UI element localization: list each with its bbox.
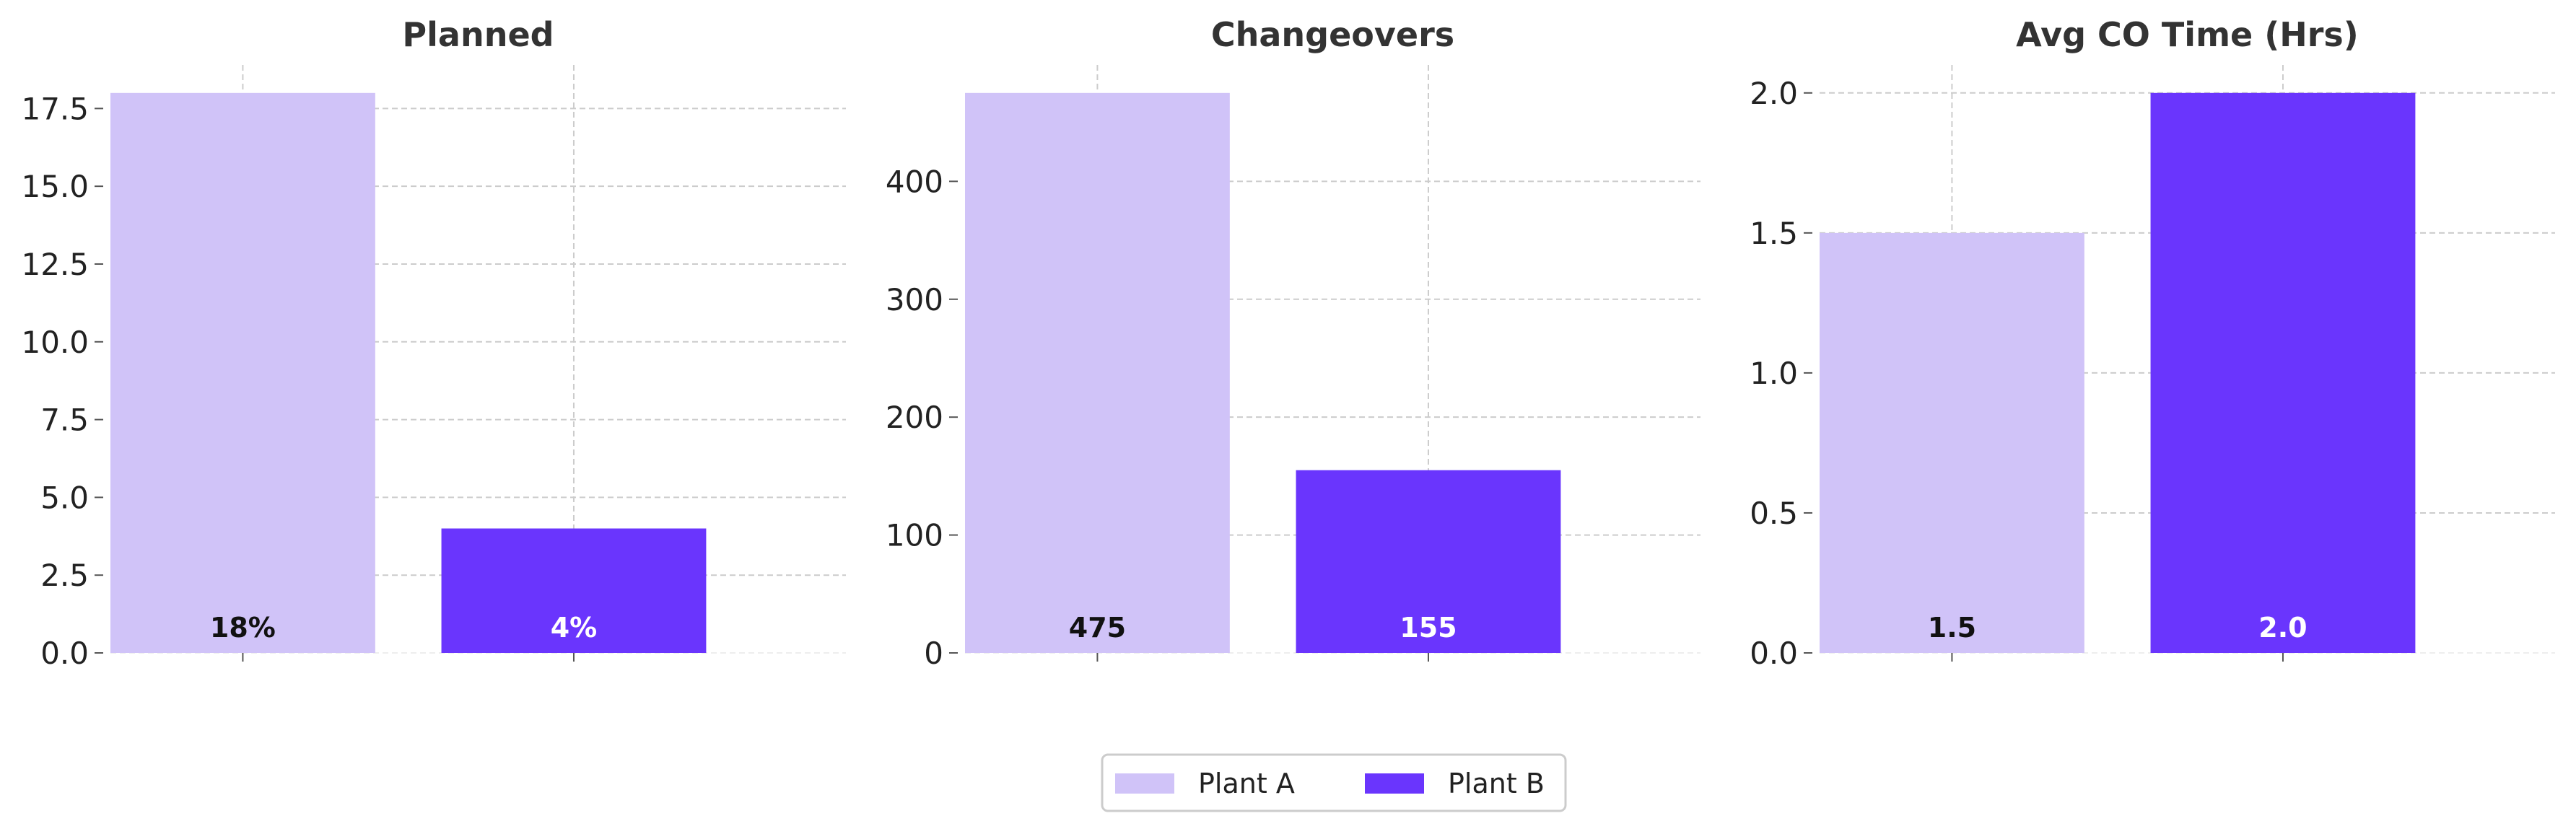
bar-data-label: 18% <box>210 612 276 644</box>
subplot-3: 0.0 0.5 1.0 1.5 2.0 1.5 2.0 Avg CO Time (Hrs) <box>1750 15 2555 671</box>
bar-plant-b <box>2150 92 2416 654</box>
y-tick-label: 0 <box>924 636 943 671</box>
y-tick-label: 2.0 <box>1750 76 1798 111</box>
y-tick-label: 0.0 <box>40 636 89 671</box>
subplot-title: Avg CO Time (Hrs) <box>2016 15 2359 54</box>
subplot-title: Changeovers <box>1211 15 1454 54</box>
bar-plant-a <box>110 92 375 654</box>
bar-plant-b <box>441 528 707 653</box>
y-tick-label: 0.5 <box>1750 496 1798 531</box>
bar-data-label: 2.0 <box>2258 612 2307 644</box>
y-tick-label: 0.0 <box>1750 636 1798 671</box>
bar-data-label: 4% <box>551 612 598 644</box>
y-tick-label: 5.0 <box>40 480 89 515</box>
y-tick-label: 12.5 <box>21 247 89 282</box>
legend: Plant A Plant B <box>1101 753 1567 812</box>
y-tick-label: 2.5 <box>40 558 89 593</box>
y-tick-label: 1.0 <box>1750 356 1798 391</box>
legend-swatch <box>1365 773 1424 794</box>
bar-plant-b <box>1296 470 1561 653</box>
bar-plant-a <box>1820 232 2084 653</box>
bar-plant-a <box>965 92 1230 654</box>
subplot-1: 0.0 2.5 5.0 7.5 10.0 12.5 15.0 17.5 18% 4% Planned <box>21 15 846 671</box>
subplot-2: 0 100 200 300 400 475 155 Changeovers <box>886 15 1700 671</box>
y-tick-label: 10.0 <box>21 325 89 360</box>
y-tick-label: 1.5 <box>1750 216 1798 251</box>
bar-data-label: 155 <box>1400 612 1457 644</box>
y-tick-label: 200 <box>886 400 943 435</box>
y-tick-label: 15.0 <box>21 169 89 204</box>
subplot-title: Planned <box>402 15 554 54</box>
y-tick-label: 100 <box>886 518 943 553</box>
y-tick-label: 400 <box>886 164 943 199</box>
bar-data-label: 475 <box>1069 612 1126 644</box>
legend-label: Plant A <box>1198 768 1295 799</box>
y-tick-label: 17.5 <box>21 91 89 126</box>
legend-swatch <box>1115 773 1174 794</box>
y-tick-label: 300 <box>886 282 943 317</box>
y-tick-label: 7.5 <box>40 403 89 438</box>
bar-data-label: 1.5 <box>1928 612 1976 644</box>
legend-box <box>1101 753 1567 812</box>
legend-label: Plant B <box>1448 768 1545 799</box>
